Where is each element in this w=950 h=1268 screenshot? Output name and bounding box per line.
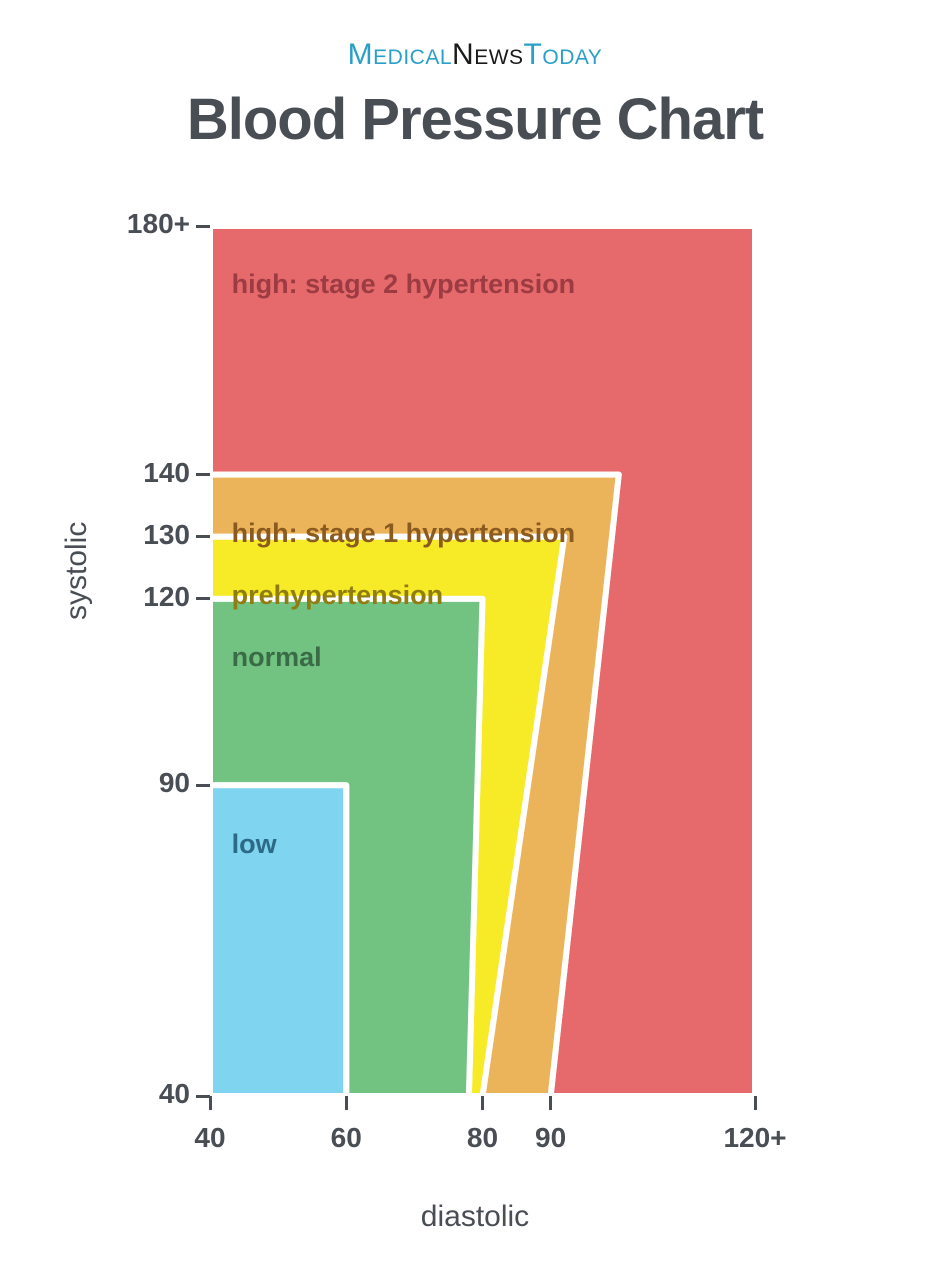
brand-part-2: News bbox=[452, 38, 524, 71]
y-tick-label: 120 bbox=[110, 581, 190, 613]
y-tick-mark bbox=[196, 225, 210, 228]
y-tick-mark bbox=[196, 597, 210, 600]
chart-title: Blood Pressure Chart bbox=[0, 86, 950, 153]
region-label-prehyp: prehypertension bbox=[232, 580, 444, 611]
x-tick-label: 60 bbox=[331, 1122, 362, 1154]
region-label-stage2: high: stage 2 hypertension bbox=[232, 269, 576, 300]
y-tick-label: 180+ bbox=[110, 208, 190, 240]
brand-logo: MedicalNewsToday bbox=[0, 38, 950, 72]
y-tick-label: 130 bbox=[110, 519, 190, 551]
y-tick-label: 140 bbox=[110, 457, 190, 489]
y-tick-mark bbox=[196, 784, 210, 787]
x-tick-mark bbox=[345, 1096, 348, 1110]
region-label-stage1: high: stage 1 hypertension bbox=[232, 518, 576, 549]
x-tick-label: 80 bbox=[467, 1122, 498, 1154]
x-axis-label: diastolic bbox=[0, 1200, 950, 1234]
y-tick-label: 90 bbox=[110, 767, 190, 799]
brand-part-1: Medical bbox=[348, 38, 452, 71]
x-tick-label: 120+ bbox=[723, 1122, 786, 1154]
y-tick-label: 40 bbox=[110, 1078, 190, 1110]
region-label-low: low bbox=[232, 829, 277, 860]
region-low bbox=[210, 785, 346, 1096]
y-axis-label: systolic bbox=[60, 522, 94, 620]
y-tick-mark bbox=[196, 473, 210, 476]
brand-part-3: Today bbox=[524, 38, 603, 71]
x-tick-label: 90 bbox=[535, 1122, 566, 1154]
x-tick-mark bbox=[754, 1096, 757, 1110]
x-tick-mark bbox=[209, 1096, 212, 1110]
y-tick-mark bbox=[196, 535, 210, 538]
page: MedicalNewsToday Blood Pressure Chart sy… bbox=[0, 0, 950, 1268]
x-tick-mark bbox=[481, 1096, 484, 1110]
x-tick-label: 40 bbox=[194, 1122, 225, 1154]
x-tick-mark bbox=[549, 1096, 552, 1110]
region-label-normal: normal bbox=[232, 642, 322, 673]
